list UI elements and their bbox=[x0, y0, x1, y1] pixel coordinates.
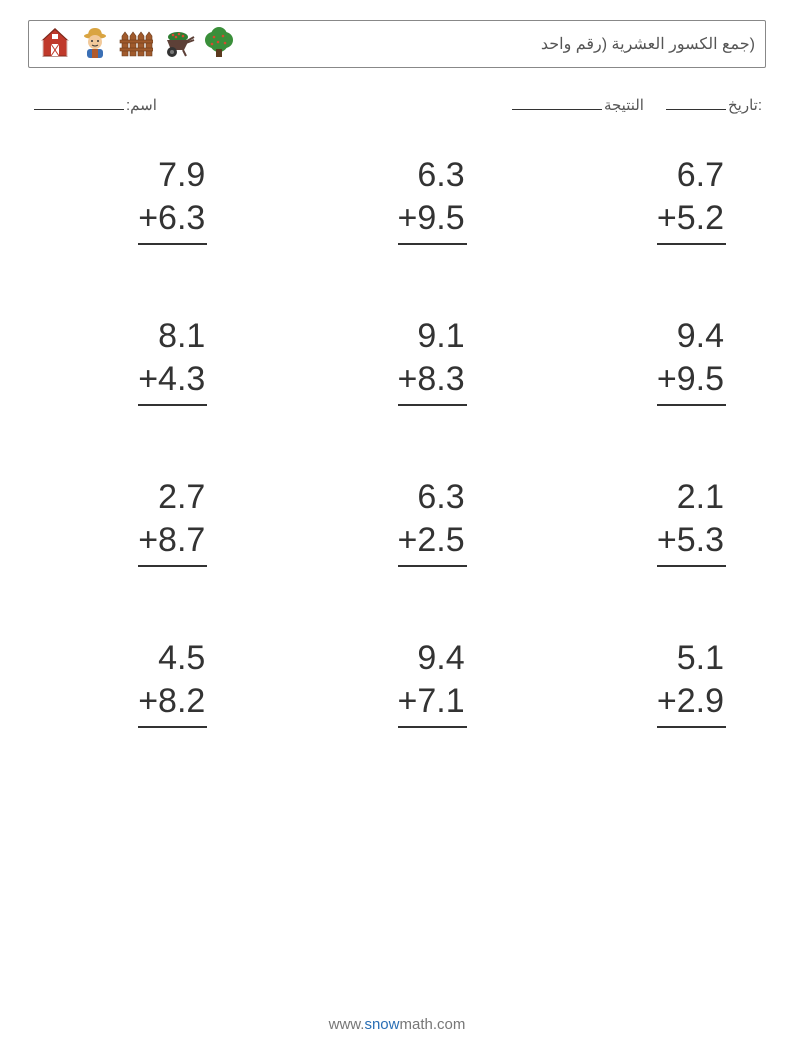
addend-top: 7.9 bbox=[138, 154, 207, 197]
addend-top: 9.1 bbox=[398, 315, 467, 358]
answer-rule bbox=[657, 404, 726, 406]
addend-bottom: +6.3 bbox=[138, 197, 207, 240]
farmer-icon bbox=[79, 26, 111, 63]
problem: 9.1+8.3 bbox=[327, 315, 466, 406]
problem-stack: 2.7+8.7 bbox=[138, 476, 207, 567]
date-field: :تاريخ bbox=[664, 96, 762, 114]
footer-prefix: www. bbox=[329, 1016, 365, 1033]
footer: www.snowmath.com bbox=[0, 1016, 794, 1033]
problem: 2.7+8.7 bbox=[68, 476, 207, 567]
date-line bbox=[666, 96, 726, 110]
addend-bottom: +8.7 bbox=[138, 519, 207, 562]
answer-rule bbox=[657, 726, 726, 728]
problem-stack: 6.3+9.5 bbox=[398, 154, 467, 245]
addend-bottom: +9.5 bbox=[398, 197, 467, 240]
addend-top: 9.4 bbox=[657, 315, 726, 358]
addend-bottom: +5.2 bbox=[657, 197, 726, 240]
addend-bottom: +7.1 bbox=[398, 680, 467, 723]
name-label: اسم: bbox=[126, 96, 157, 114]
addend-bottom: +2.9 bbox=[657, 680, 726, 723]
problem-stack: 9.4+9.5 bbox=[657, 315, 726, 406]
answer-rule bbox=[138, 404, 207, 406]
addend-top: 2.1 bbox=[657, 476, 726, 519]
name-field: اسم: bbox=[32, 96, 157, 114]
addend-bottom: +2.5 bbox=[398, 519, 467, 562]
addend-top: 8.1 bbox=[138, 315, 207, 358]
problem-stack: 8.1+4.3 bbox=[138, 315, 207, 406]
problem-stack: 7.9+6.3 bbox=[138, 154, 207, 245]
date-label: :تاريخ bbox=[728, 96, 762, 114]
problem: 8.1+4.3 bbox=[68, 315, 207, 406]
worksheet-header: (جمع الكسور العشرية (رقم واحد bbox=[28, 20, 766, 68]
problem: 4.5+8.2 bbox=[68, 637, 207, 728]
worksheet-title: (جمع الكسور العشرية (رقم واحد bbox=[541, 34, 755, 54]
score-field: النتيجة bbox=[510, 96, 644, 114]
addend-top: 6.3 bbox=[398, 154, 467, 197]
addend-top: 6.3 bbox=[398, 476, 467, 519]
header-icons bbox=[39, 26, 235, 63]
answer-rule bbox=[398, 404, 467, 406]
footer-suffix: math.com bbox=[400, 1016, 466, 1033]
addend-top: 9.4 bbox=[398, 637, 467, 680]
answer-rule bbox=[398, 565, 467, 567]
problems-grid: 7.9+6.36.3+9.56.7+5.28.1+4.39.1+8.39.4+9… bbox=[28, 154, 766, 728]
problem: 9.4+9.5 bbox=[587, 315, 726, 406]
answer-rule bbox=[138, 565, 207, 567]
fence-icon bbox=[119, 26, 153, 63]
problem-stack: 6.7+5.2 bbox=[657, 154, 726, 245]
meta-row: اسم: النتيجة :تاريخ bbox=[28, 96, 766, 114]
score-label: النتيجة bbox=[604, 96, 644, 114]
addend-top: 5.1 bbox=[657, 637, 726, 680]
tree-icon bbox=[203, 26, 235, 63]
answer-rule bbox=[657, 243, 726, 245]
answer-rule bbox=[138, 243, 207, 245]
problem-stack: 2.1+5.3 bbox=[657, 476, 726, 567]
addend-bottom: +9.5 bbox=[657, 358, 726, 401]
problem: 6.7+5.2 bbox=[587, 154, 726, 245]
addend-top: 6.7 bbox=[657, 154, 726, 197]
problem-stack: 6.3+2.5 bbox=[398, 476, 467, 567]
wheelbarrow-icon bbox=[161, 26, 195, 63]
problem: 2.1+5.3 bbox=[587, 476, 726, 567]
problem-stack: 5.1+2.9 bbox=[657, 637, 726, 728]
addend-bottom: +8.2 bbox=[138, 680, 207, 723]
problem: 9.4+7.1 bbox=[327, 637, 466, 728]
problem: 6.3+2.5 bbox=[327, 476, 466, 567]
problem-stack: 4.5+8.2 bbox=[138, 637, 207, 728]
addend-top: 4.5 bbox=[138, 637, 207, 680]
addend-top: 2.7 bbox=[138, 476, 207, 519]
problem: 6.3+9.5 bbox=[327, 154, 466, 245]
answer-rule bbox=[398, 243, 467, 245]
answer-rule bbox=[657, 565, 726, 567]
problem-stack: 9.1+8.3 bbox=[398, 315, 467, 406]
problem: 7.9+6.3 bbox=[68, 154, 207, 245]
problem-stack: 9.4+7.1 bbox=[398, 637, 467, 728]
problem: 5.1+2.9 bbox=[587, 637, 726, 728]
score-line bbox=[512, 96, 602, 110]
addend-bottom: +8.3 bbox=[398, 358, 467, 401]
addend-bottom: +5.3 bbox=[657, 519, 726, 562]
barn-icon bbox=[39, 26, 71, 63]
name-line bbox=[34, 96, 124, 110]
addend-bottom: +4.3 bbox=[138, 358, 207, 401]
answer-rule bbox=[138, 726, 207, 728]
answer-rule bbox=[398, 726, 467, 728]
footer-brand: snow bbox=[364, 1016, 399, 1033]
